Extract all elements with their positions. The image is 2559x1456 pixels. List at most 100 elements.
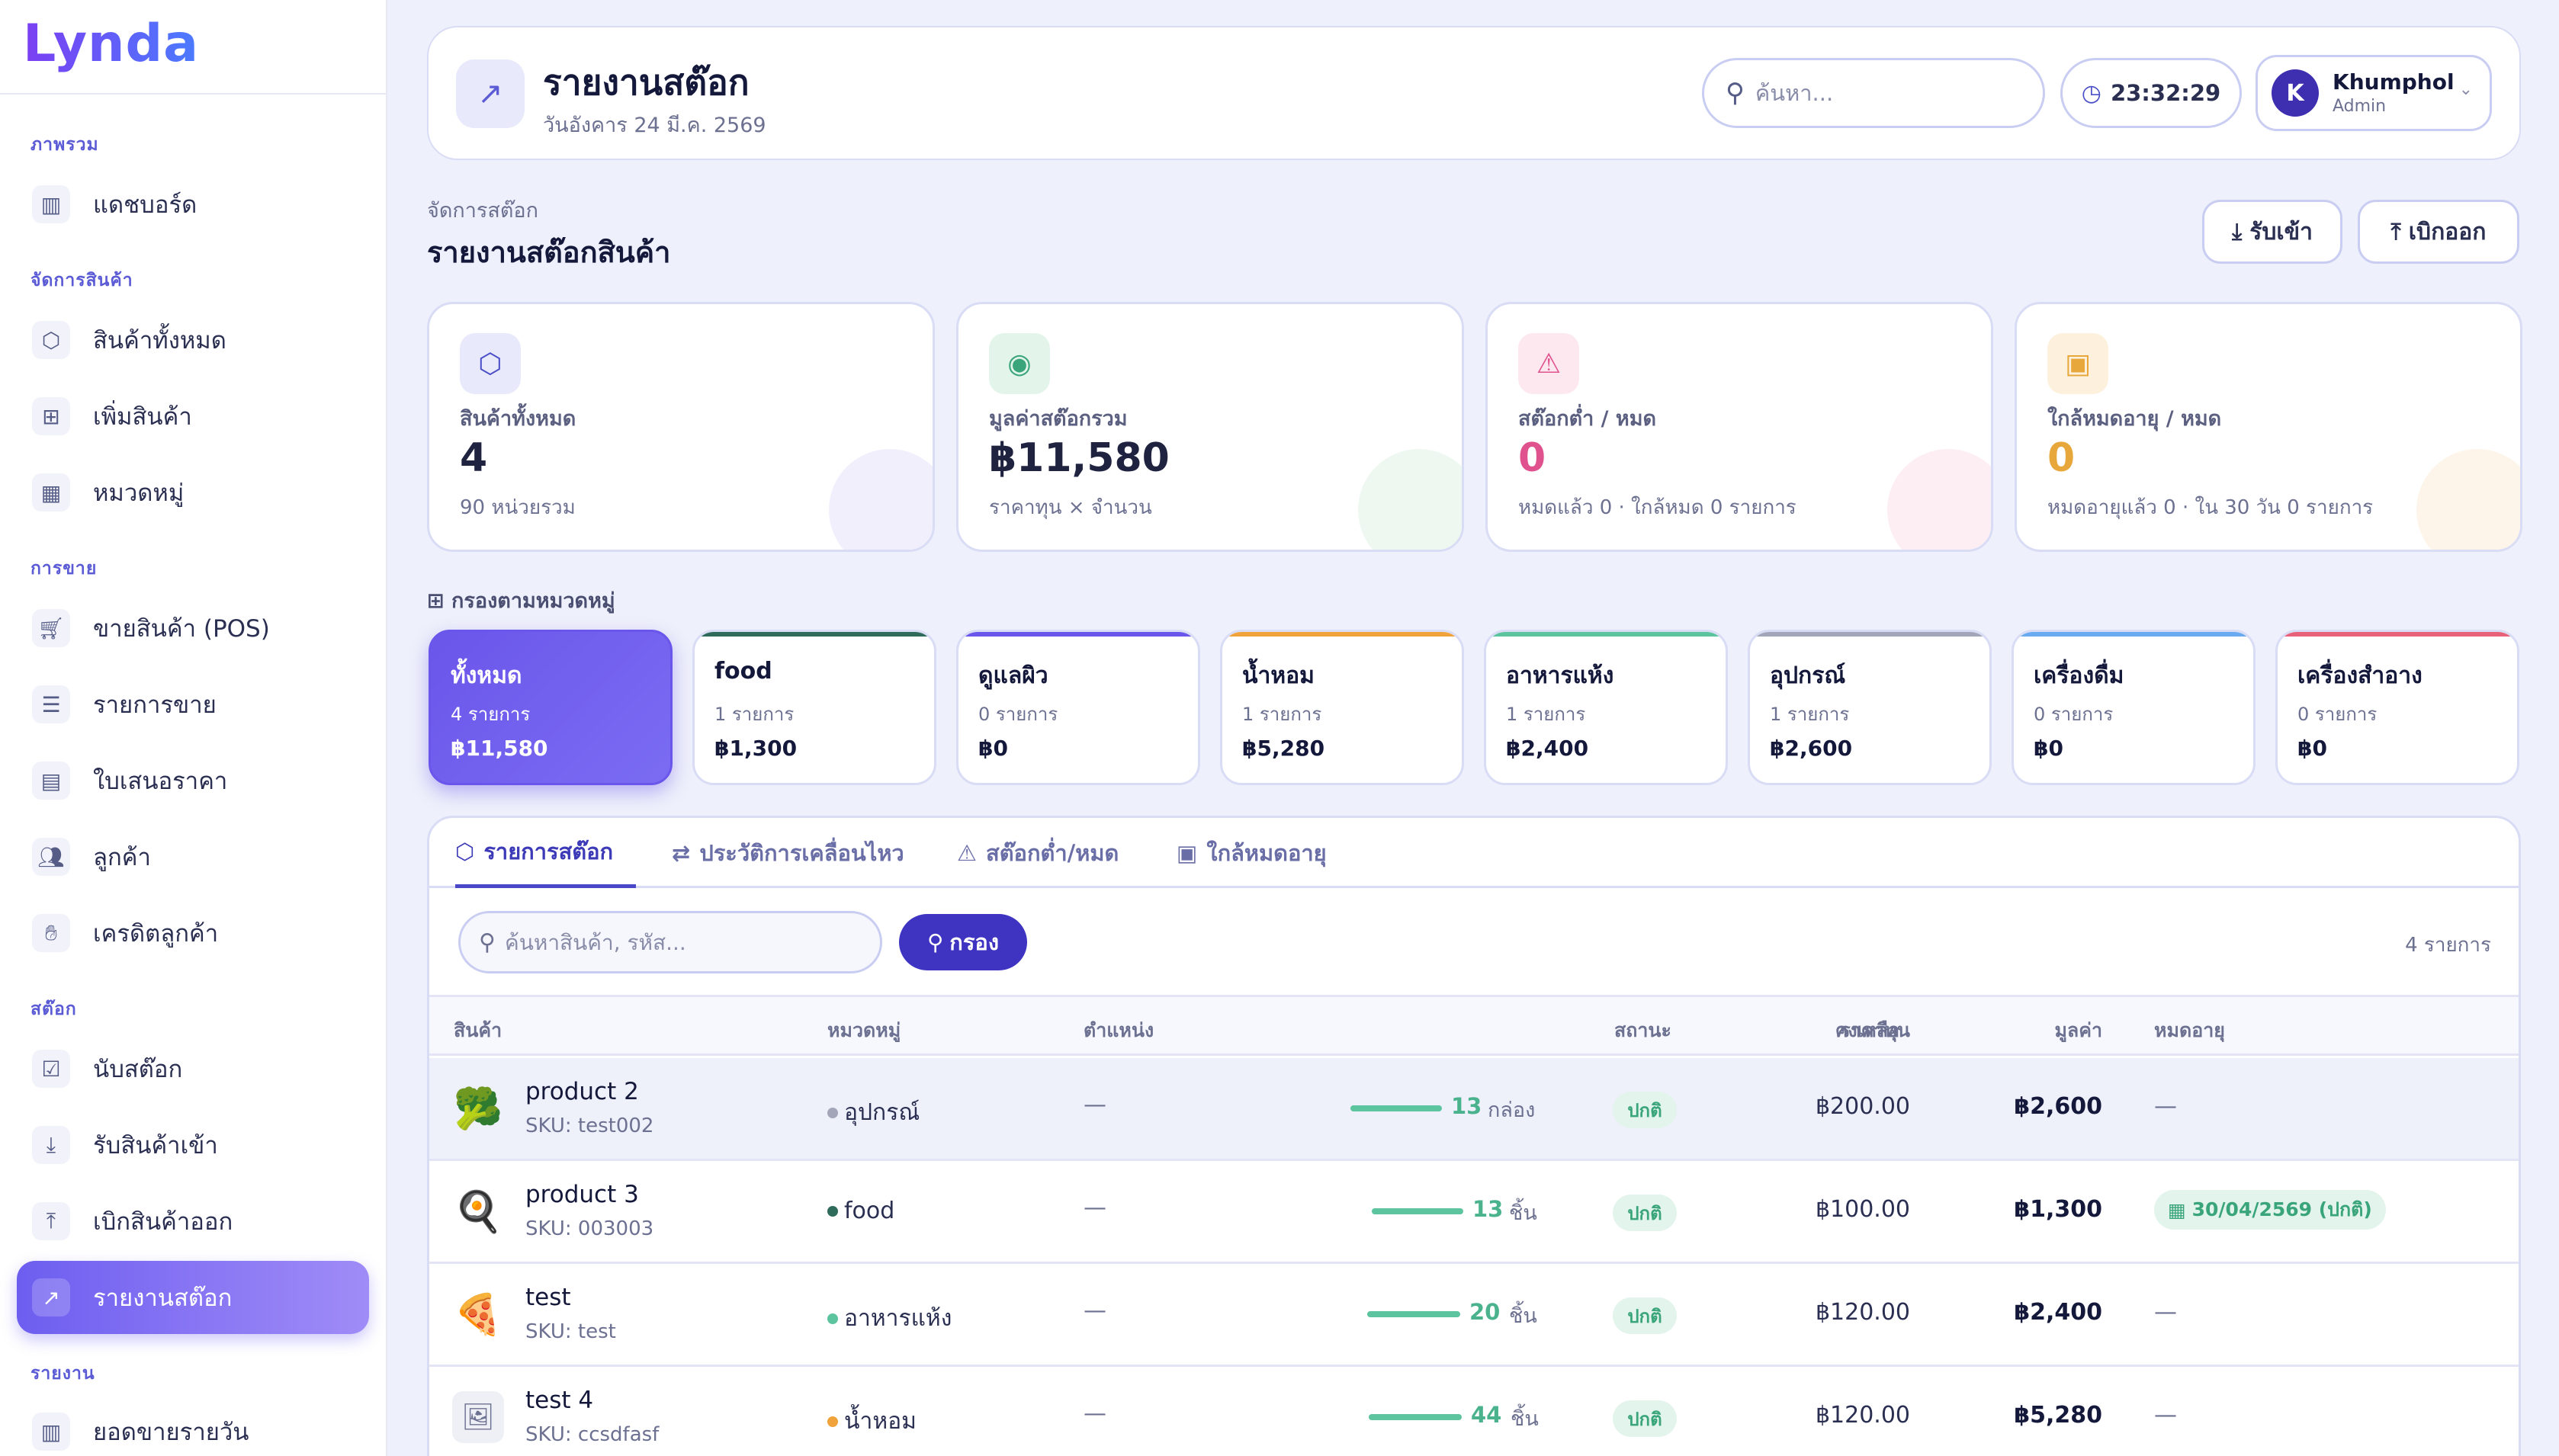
calendar-icon: ▦: [2168, 1198, 2186, 1221]
stat-value: 0: [2047, 435, 2076, 481]
stat-value: 0: [1518, 435, 1546, 481]
status-badge: ปกติ: [1613, 1297, 1677, 1334]
category-count: 1 รายการ: [714, 704, 795, 725]
sidebar-item-customer-credit[interactable]: ✋︎ เครดิตลูกค้า: [17, 896, 369, 970]
stat-label: สินค้าทั้งหมด: [460, 407, 576, 431]
tab-stock-list[interactable]: ⬡ รายการสต๊อก: [455, 818, 637, 888]
page-title: รายงานสต๊อก: [543, 62, 750, 103]
sidebar-section-reports: รายงาน: [31, 1364, 95, 1384]
stat-note: หมดอายุแล้ว 0 · ใน 30 วัน 0 รายการ: [2047, 496, 2374, 519]
category-card[interactable]: อาหารแห้ง 1 รายการ ฿2,400: [1484, 630, 1728, 785]
expiry-date: —: [2154, 1402, 2177, 1429]
trend-icon: ↗: [456, 59, 525, 128]
category-card[interactable]: food 1 รายการ ฿1,300: [692, 630, 936, 785]
sidebar-item-categories[interactable]: ▦ หมวดหมู่: [17, 456, 369, 529]
filter-button[interactable]: ⚲ กรอง: [899, 914, 1027, 970]
sidebar-section-overview: ภาพรวม: [31, 135, 99, 155]
sidebar-item-customers[interactable]: 👥︎ ลูกค้า: [17, 820, 369, 893]
sidebar-item-quotations[interactable]: ▤ ใบเสนอราคา: [17, 744, 369, 817]
category-color-bar: [2014, 632, 2253, 637]
table-row[interactable]: 🍕 test SKU: test อาหารแห้ง — 20 ชิ้น ปกติ…: [429, 1264, 2519, 1367]
table-header: สินค้า หมวดหมู่ ตำแหน่ง คงเหลือ สถานะ รา…: [429, 995, 2519, 1056]
col-location[interactable]: ตำแหน่ง: [1084, 1019, 1154, 1041]
category-card[interactable]: เครื่องดื่ม 0 รายการ ฿0: [2012, 630, 2256, 785]
sidebar-item-label: ลูกค้า: [93, 844, 151, 871]
expiry-date: —: [2154, 1093, 2177, 1120]
sidebar-item-daily-sales[interactable]: ▥ ยอดขายรายวัน: [17, 1395, 369, 1456]
sidebar-item-add-product[interactable]: ⊞ เพิ่มสินค้า: [17, 380, 369, 453]
sidebar-item-dashboard[interactable]: ▥ แดชบอร์ด: [17, 168, 369, 241]
category-count: 4 รายการ: [451, 704, 531, 725]
category-name: ดูแลผิว: [978, 662, 1048, 689]
issue-button[interactable]: ⤒ เบิกออก: [2358, 200, 2519, 264]
category-card[interactable]: ดูแลผิว 0 รายการ ฿0: [956, 630, 1200, 785]
user-name: Khumphol: [2333, 69, 2455, 95]
table-row[interactable]: 🖼 test 4 SKU: ccsdfasf น้ำหอม — 44 ชิ้น ป…: [429, 1367, 2519, 1456]
category-label: น้ำหอม: [844, 1408, 917, 1435]
sidebar-item-label: เครดิตลูกค้า: [93, 920, 219, 948]
product-thumbnail: 🥦: [453, 1086, 503, 1132]
logo[interactable]: Lynda: [23, 14, 199, 82]
table-row[interactable]: 🍳 product 3 SKU: 003003 food — 13 ชิ้น ปก…: [429, 1161, 2519, 1264]
stat-label: มูลค่าสต๊อกรวม: [989, 407, 1128, 431]
global-search[interactable]: ⚲: [1702, 58, 2045, 128]
product-search[interactable]: ⚲: [458, 911, 882, 973]
col-cost[interactable]: ราคาทุน: [1840, 1019, 1910, 1041]
sidebar-item-stock-report[interactable]: ↗ รายงานสต๊อก: [17, 1261, 369, 1334]
product-category: น้ำหอม: [827, 1403, 917, 1439]
stock-quantity: 13: [1451, 1093, 1482, 1119]
sidebar-item-issue[interactable]: ⤒ เบิกสินค้าออก: [17, 1185, 369, 1258]
product-name[interactable]: product 3: [525, 1181, 639, 1208]
sidebar-item-all-products[interactable]: ⬡ สินค้าทั้งหมด: [17, 303, 369, 377]
col-status[interactable]: สถานะ: [1614, 1019, 1671, 1041]
product-name[interactable]: test 4: [525, 1387, 594, 1414]
product-name[interactable]: test: [525, 1284, 571, 1311]
col-value[interactable]: มูลค่า: [2054, 1019, 2102, 1041]
stock-quantity: 44: [1471, 1402, 1502, 1428]
stat-label: สต๊อกต่ำ / หมด: [1518, 407, 1657, 431]
category-card[interactable]: เครื่องสำอาง 0 รายการ ฿0: [2275, 630, 2519, 785]
sidebar-item-label: เพิ่มสินค้า: [93, 403, 192, 431]
receipt-icon: ☰: [32, 685, 70, 723]
category-card[interactable]: อุปกรณ์ 1 รายการ ฿2,600: [1748, 630, 1992, 785]
image-placeholder-icon: 🖼: [452, 1391, 504, 1443]
download-icon: ⤓: [32, 1126, 70, 1164]
category-card[interactable]: น้ำหอม 1 รายการ ฿5,280: [1220, 630, 1464, 785]
tab-movement-history[interactable]: ⇄ ประวัติการเคลื่อนไหว: [672, 818, 904, 888]
col-remaining[interactable]: คงเหลือ: [1835, 1019, 1899, 1041]
tab-near-expiry[interactable]: ▣ ใกล้หมดอายุ: [1177, 818, 1327, 888]
col-expiry[interactable]: หมดอายุ: [2154, 1019, 2225, 1041]
receive-button-label: รับเข้า: [2249, 218, 2313, 245]
tab-low-stock[interactable]: ⚠ สต๊อกต่ำ/หมด: [957, 818, 1119, 888]
stock-value: ฿2,400: [2014, 1299, 2102, 1326]
cost-price: ฿100.00: [1815, 1196, 1910, 1223]
table-row[interactable]: 🥦 product 2 SKU: test002 อุปกรณ์ — 13 กล่…: [429, 1058, 2519, 1161]
category-filter-label: ⊞ กรองตามหมวดหมู่: [427, 584, 615, 617]
avatar: K: [2272, 69, 2319, 117]
product-name[interactable]: product 2: [525, 1078, 639, 1105]
category-dot: [827, 1205, 838, 1217]
sidebar-item-receive[interactable]: ⤓ รับสินค้าเข้า: [17, 1108, 369, 1182]
user-menu[interactable]: K Khumphol Admin ⌄: [2256, 55, 2492, 131]
cart-icon: 🛒︎: [32, 609, 70, 647]
sidebar-item-stock-count[interactable]: ☑ นับสต๊อก: [17, 1032, 369, 1105]
category-count: 0 รายการ: [2297, 704, 2378, 725]
col-product[interactable]: สินค้า: [454, 1019, 502, 1041]
category-dot: [827, 1313, 838, 1324]
stat-note: 90 หน่วยรวม: [460, 496, 576, 519]
stock-value: ฿5,280: [2014, 1402, 2102, 1429]
category-count: 0 รายการ: [2034, 704, 2114, 725]
receive-button[interactable]: ⤓ รับเข้า: [2202, 200, 2342, 264]
search-input[interactable]: [1755, 80, 2007, 106]
clipboard-check-icon: ☑: [32, 1050, 70, 1088]
category-name: อุปกรณ์: [1770, 662, 1846, 689]
sidebar-item-pos[interactable]: 🛒︎ ขายสินค้า (POS): [17, 592, 369, 665]
product-search-input[interactable]: [504, 929, 863, 955]
category-card[interactable]: ทั้งหมด 4 รายการ ฿11,580: [429, 630, 673, 785]
col-category[interactable]: หมวดหมู่: [827, 1019, 901, 1041]
tab-bar: ⬡ รายการสต๊อก ⇄ ประวัติการเคลื่อนไหว ⚠ สต๊อ…: [429, 818, 2519, 888]
box-icon: ⬡: [32, 321, 70, 359]
search-icon: ⚲: [927, 929, 944, 955]
sidebar-item-label: รายงานสต๊อก: [93, 1284, 233, 1312]
sidebar-item-sales-list[interactable]: ☰ รายการขาย: [17, 668, 369, 741]
